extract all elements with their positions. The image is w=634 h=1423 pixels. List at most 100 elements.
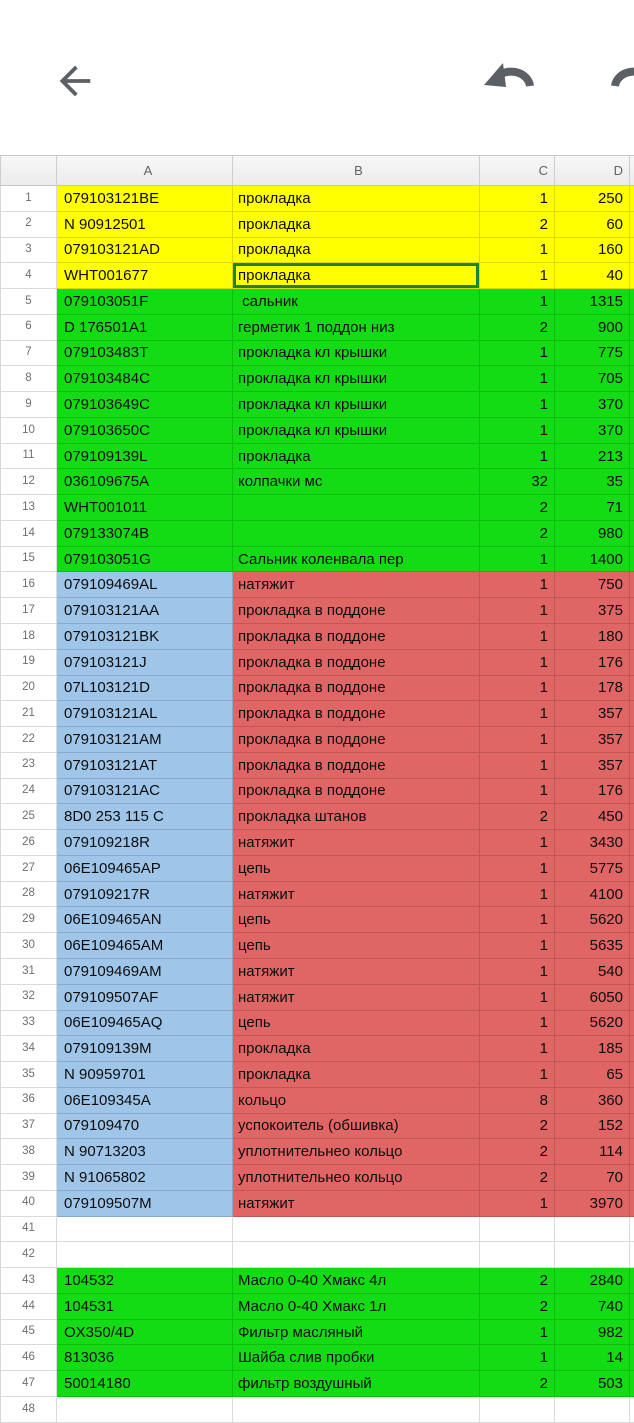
cell-A39[interactable]: N 91065802 (57, 1165, 233, 1191)
cell-C7[interactable]: 1 (480, 340, 555, 367)
cell-A31[interactable]: 079109469AM (57, 958, 233, 985)
redo-button[interactable] (604, 58, 634, 104)
cell-D8[interactable]: 705 (555, 366, 630, 393)
row-number-11[interactable]: 11 (0, 443, 57, 470)
cell-B32[interactable]: натяжит (233, 984, 480, 1011)
cell-D6[interactable]: 900 (555, 314, 630, 341)
cell-D7[interactable]: 775 (555, 340, 630, 367)
cell-A47[interactable]: 50014180 (57, 1371, 233, 1397)
cell-D4[interactable]: 40 (555, 263, 630, 290)
cell-B11[interactable]: прокладка (233, 443, 480, 470)
row-number-32[interactable]: 32 (0, 984, 57, 1011)
row-number-30[interactable]: 30 (0, 933, 57, 959)
cell-A32[interactable]: 079109507AF (57, 984, 233, 1011)
cell-C33[interactable]: 1 (480, 1010, 555, 1037)
cell-C23[interactable]: 1 (480, 752, 555, 779)
cell-D47[interactable]: 503 (555, 1371, 630, 1397)
cell-B2[interactable]: прокладка (233, 211, 480, 238)
cell-B10[interactable]: прокладка кл крышки (233, 417, 480, 444)
cell-A42[interactable] (57, 1242, 233, 1269)
row-number-42[interactable]: 42 (0, 1242, 57, 1269)
cell-D27[interactable]: 5775 (555, 855, 630, 882)
cell-A41[interactable] (57, 1216, 233, 1243)
cell-D35[interactable]: 65 (555, 1062, 630, 1088)
cell-B23[interactable]: прокладка в поддоне (233, 752, 480, 779)
cell-C21[interactable]: 1 (480, 701, 555, 728)
row-number-43[interactable]: 43 (0, 1268, 57, 1294)
cell-C18[interactable]: 1 (480, 624, 555, 650)
cell-C47[interactable]: 2 (480, 1371, 555, 1397)
row-number-16[interactable]: 16 (0, 572, 57, 599)
cell-D25[interactable]: 450 (555, 804, 630, 831)
undo-button[interactable] (481, 58, 541, 104)
row-number-18[interactable]: 18 (0, 624, 57, 650)
cell-B30[interactable]: цепь (233, 933, 480, 959)
cell-D1[interactable]: 250 (555, 186, 630, 212)
select-all-corner[interactable] (0, 156, 57, 186)
cell-C29[interactable]: 1 (480, 907, 555, 934)
row-number-3[interactable]: 3 (0, 237, 57, 264)
cell-A8[interactable]: 079103484C (57, 366, 233, 393)
cell-B1[interactable]: прокладка (233, 186, 480, 212)
column-header-b[interactable]: B (233, 156, 480, 186)
cell-C13[interactable]: 2 (480, 495, 555, 521)
cell-C16[interactable]: 1 (480, 572, 555, 599)
cell-B21[interactable]: прокладка в поддоне (233, 701, 480, 728)
cell-A44[interactable]: 104531 (57, 1293, 233, 1320)
cell-B40[interactable]: натяжит (233, 1190, 480, 1217)
cell-B42[interactable] (233, 1242, 480, 1269)
cell-C8[interactable]: 1 (480, 366, 555, 393)
cell-A19[interactable]: 079103121J (57, 649, 233, 676)
row-number-10[interactable]: 10 (0, 417, 57, 444)
cell-A25[interactable]: 8D0 253 115 C (57, 804, 233, 831)
row-number-28[interactable]: 28 (0, 881, 57, 908)
cell-A10[interactable]: 079103650C (57, 417, 233, 444)
row-number-15[interactable]: 15 (0, 546, 57, 573)
cell-C17[interactable]: 1 (480, 598, 555, 625)
cell-B36[interactable]: кольцо (233, 1087, 480, 1114)
row-number-20[interactable]: 20 (0, 675, 57, 702)
cell-D21[interactable]: 357 (555, 701, 630, 728)
cell-A37[interactable]: 079109470 (57, 1113, 233, 1140)
cell-D45[interactable]: 982 (555, 1319, 630, 1346)
cell-B18[interactable]: прокладка в поддоне (233, 624, 480, 650)
cell-B7[interactable]: прокладка кл крышки (233, 340, 480, 367)
cell-D22[interactable]: 357 (555, 727, 630, 753)
cell-A21[interactable]: 079103121AL (57, 701, 233, 728)
row-number-1[interactable]: 1 (0, 186, 57, 212)
cell-C30[interactable]: 1 (480, 933, 555, 959)
cell-D36[interactable]: 360 (555, 1087, 630, 1114)
cell-D28[interactable]: 4100 (555, 881, 630, 908)
cell-A15[interactable]: 079103051G (57, 546, 233, 573)
cell-C20[interactable]: 1 (480, 675, 555, 702)
cell-B44[interactable]: Масло 0-40 Хмакс 1л (233, 1293, 480, 1320)
cell-D18[interactable]: 180 (555, 624, 630, 650)
row-number-31[interactable]: 31 (0, 958, 57, 985)
cell-A36[interactable]: 06E109345A (57, 1087, 233, 1114)
cell-A26[interactable]: 079109218R (57, 830, 233, 856)
cell-D38[interactable]: 114 (555, 1139, 630, 1166)
cell-A11[interactable]: 079109139L (57, 443, 233, 470)
cell-D34[interactable]: 185 (555, 1036, 630, 1063)
cell-C9[interactable]: 1 (480, 392, 555, 418)
cell-D14[interactable]: 980 (555, 520, 630, 547)
cell-D26[interactable]: 3430 (555, 830, 630, 856)
cell-D20[interactable]: 178 (555, 675, 630, 702)
row-number-23[interactable]: 23 (0, 752, 57, 779)
cell-C31[interactable]: 1 (480, 958, 555, 985)
cell-A17[interactable]: 079103121AA (57, 598, 233, 625)
cell-B39[interactable]: уплотнительнео кольцо (233, 1165, 480, 1191)
cell-B31[interactable]: натяжит (233, 958, 480, 985)
row-number-35[interactable]: 35 (0, 1062, 57, 1088)
cell-C44[interactable]: 2 (480, 1293, 555, 1320)
cell-A29[interactable]: 06E109465AN (57, 907, 233, 934)
cell-B20[interactable]: прокладка в поддоне (233, 675, 480, 702)
cell-D43[interactable]: 2840 (555, 1268, 630, 1294)
cell-C14[interactable]: 2 (480, 520, 555, 547)
cell-B17[interactable]: прокладка в поддоне (233, 598, 480, 625)
row-number-39[interactable]: 39 (0, 1165, 57, 1191)
cell-A46[interactable]: 813036 (57, 1345, 233, 1372)
cell-A7[interactable]: 079103483T (57, 340, 233, 367)
cell-B13[interactable] (233, 495, 480, 521)
row-number-9[interactable]: 9 (0, 392, 57, 418)
